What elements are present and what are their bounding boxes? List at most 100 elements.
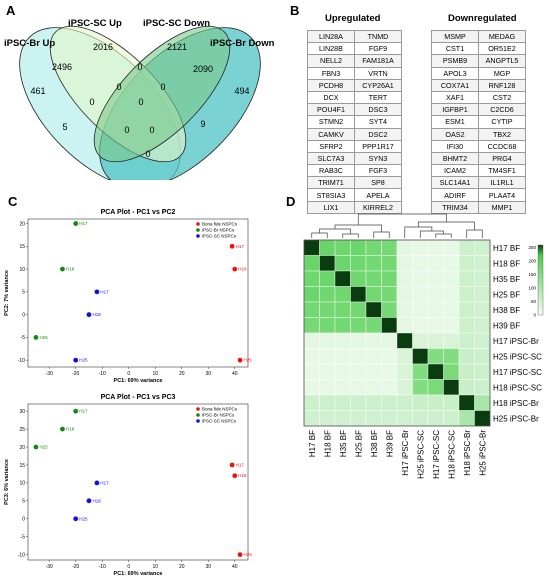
- y-tick-label: 20: [19, 445, 25, 451]
- colorbar-segment: [538, 269, 543, 272]
- pca-point: [60, 426, 65, 432]
- gene-cell: XAF1: [431, 90, 479, 105]
- heatmap-cell: [474, 317, 491, 334]
- dendrogram-branch: [466, 229, 483, 238]
- heatmap-cell: [350, 286, 367, 303]
- colorbar-segment: [538, 259, 543, 262]
- x-tick-label: 0: [127, 564, 130, 570]
- gene-cell: STMN2: [307, 115, 355, 129]
- heatmap-cell: [303, 270, 320, 287]
- venn-region: 0: [145, 149, 150, 159]
- colorbar-segment: [538, 273, 543, 276]
- heatmap-cell: [303, 286, 320, 303]
- venn-label-sc-down: iPSC-SC Down: [143, 18, 210, 29]
- gene-cell: PCDH8: [307, 78, 355, 92]
- heatmap-cell: [334, 239, 351, 256]
- heatmap-cell: [474, 286, 491, 303]
- heatmap-cell: [474, 348, 491, 365]
- gene-cell: FAM181A: [354, 54, 402, 68]
- heatmap-cell: [443, 255, 460, 272]
- heatmap-col-label: H25 BF: [354, 430, 363, 457]
- heatmap-cell: [474, 301, 491, 318]
- gene-row: LIN28A TNMD: [307, 29, 402, 44]
- colorbar-segment: [538, 283, 543, 286]
- heatmap-row-label: H18 iPSC-SC: [493, 383, 542, 392]
- y-tick-label: 0: [22, 312, 25, 318]
- heatmap-cell: [319, 394, 336, 411]
- legend-label: iPSC-SC NSPCs: [202, 234, 237, 239]
- colorbar-segment: [538, 280, 543, 283]
- gene-row: LIN28B FGF9: [307, 42, 402, 56]
- venn-region: 0: [116, 82, 121, 92]
- gene-cell: TNMD: [354, 29, 402, 44]
- heatmap-frame: [303, 239, 491, 427]
- heatmap-cell: [396, 270, 413, 287]
- gene-cell: PRG4: [478, 151, 526, 166]
- heatmap-cell: [334, 410, 351, 427]
- gene-cell: CYTIP: [478, 115, 526, 129]
- gene-row: ESM1 CYTIP: [431, 115, 526, 129]
- colorbar-segment: [538, 292, 543, 295]
- heatmap-cell: [334, 379, 351, 396]
- x-tick-label: 0: [127, 371, 130, 377]
- y-tick-label: -5: [21, 335, 26, 341]
- gene-cell: IL1RL1: [478, 176, 526, 190]
- pca-point-label: H17: [100, 289, 109, 294]
- colorbar-segment: [538, 304, 543, 307]
- upregulated-title: Upregulated: [325, 13, 381, 24]
- panel-label-c: C: [8, 194, 18, 209]
- gene-row: RAB3C FGF3: [307, 164, 402, 178]
- heatmap-row-label: H17 BF: [493, 244, 520, 253]
- heatmap-row-label: H18 BF: [493, 259, 520, 268]
- heatmap-cell: [381, 270, 398, 287]
- colorbar-segment: [538, 295, 543, 298]
- y-tick-label: 15: [19, 463, 25, 469]
- heatmap-cell: [458, 379, 475, 396]
- heatmap-cell: [458, 301, 475, 318]
- heatmap-cell: [474, 255, 491, 272]
- heatmap-cell: [396, 239, 413, 256]
- pca-point: [229, 243, 235, 249]
- downregulated-table: MSMP MEDAG CST1 OR51E2 PSMB9 ANGPTL5 APOL3 MGP C…: [431, 29, 526, 214]
- gene-cell: MEDAG: [478, 29, 526, 44]
- x-tick-label: 40: [232, 371, 238, 377]
- pca-point-label: H25: [244, 552, 253, 557]
- heatmap-col-label: H17 BF: [308, 430, 317, 457]
- heatmap-cell: [381, 301, 398, 318]
- x-tick-label: -20: [72, 371, 79, 377]
- gene-row: IGFBP1 C2CD6: [431, 103, 526, 117]
- gene-row: IFI30 CCDC68: [431, 139, 526, 153]
- gene-row: BHMT2 PRG4: [431, 151, 526, 166]
- pca-point: [73, 221, 79, 226]
- heatmap-cell: [303, 363, 320, 380]
- heatmap-cell: [381, 286, 398, 303]
- panel-label-a: A: [6, 3, 16, 18]
- pca-point: [229, 462, 235, 468]
- x-tick-label: 10: [152, 371, 158, 377]
- x-tick-label: 30: [205, 564, 211, 570]
- heatmap-col-label: H17 iPSC-Br: [401, 430, 410, 476]
- heatmap-cell: [365, 255, 382, 272]
- pca-point: [94, 289, 100, 295]
- heatmap-cell: [427, 410, 444, 427]
- heatmap-cell: [334, 332, 351, 349]
- gene-cell: TRIM71: [307, 176, 355, 190]
- gene-row: SLC14A1 IL1RL1: [431, 176, 526, 190]
- heatmap-cell: [427, 317, 444, 334]
- heatmap-cell: [412, 239, 429, 256]
- heatmap-cell: [396, 410, 413, 427]
- gene-row: SFRP2 PPP1R17: [307, 139, 402, 153]
- pca-title: PCA Plot - PC1 vs PC3: [101, 394, 176, 401]
- heatmap-cell: [381, 317, 398, 334]
- colorbar-segment: [538, 266, 543, 269]
- venn-label-br-down: iPSC-Br Down: [210, 38, 275, 49]
- gene-row: PSMB9 ANGPTL5: [431, 54, 526, 68]
- gene-cell: PPP1R17: [354, 139, 402, 153]
- heatmap-cell: [458, 363, 475, 380]
- heatmap-cell: [412, 270, 429, 287]
- upregulated-table: LIN28A TNMD LIN28B FGF9 NELL2 FAM181A FBN3 VRTN…: [307, 29, 402, 214]
- heatmap-cell: [458, 332, 475, 349]
- pca-point-label: H25: [79, 516, 88, 521]
- colorbar-segment: [538, 297, 543, 300]
- heatmap-cell: [365, 410, 382, 427]
